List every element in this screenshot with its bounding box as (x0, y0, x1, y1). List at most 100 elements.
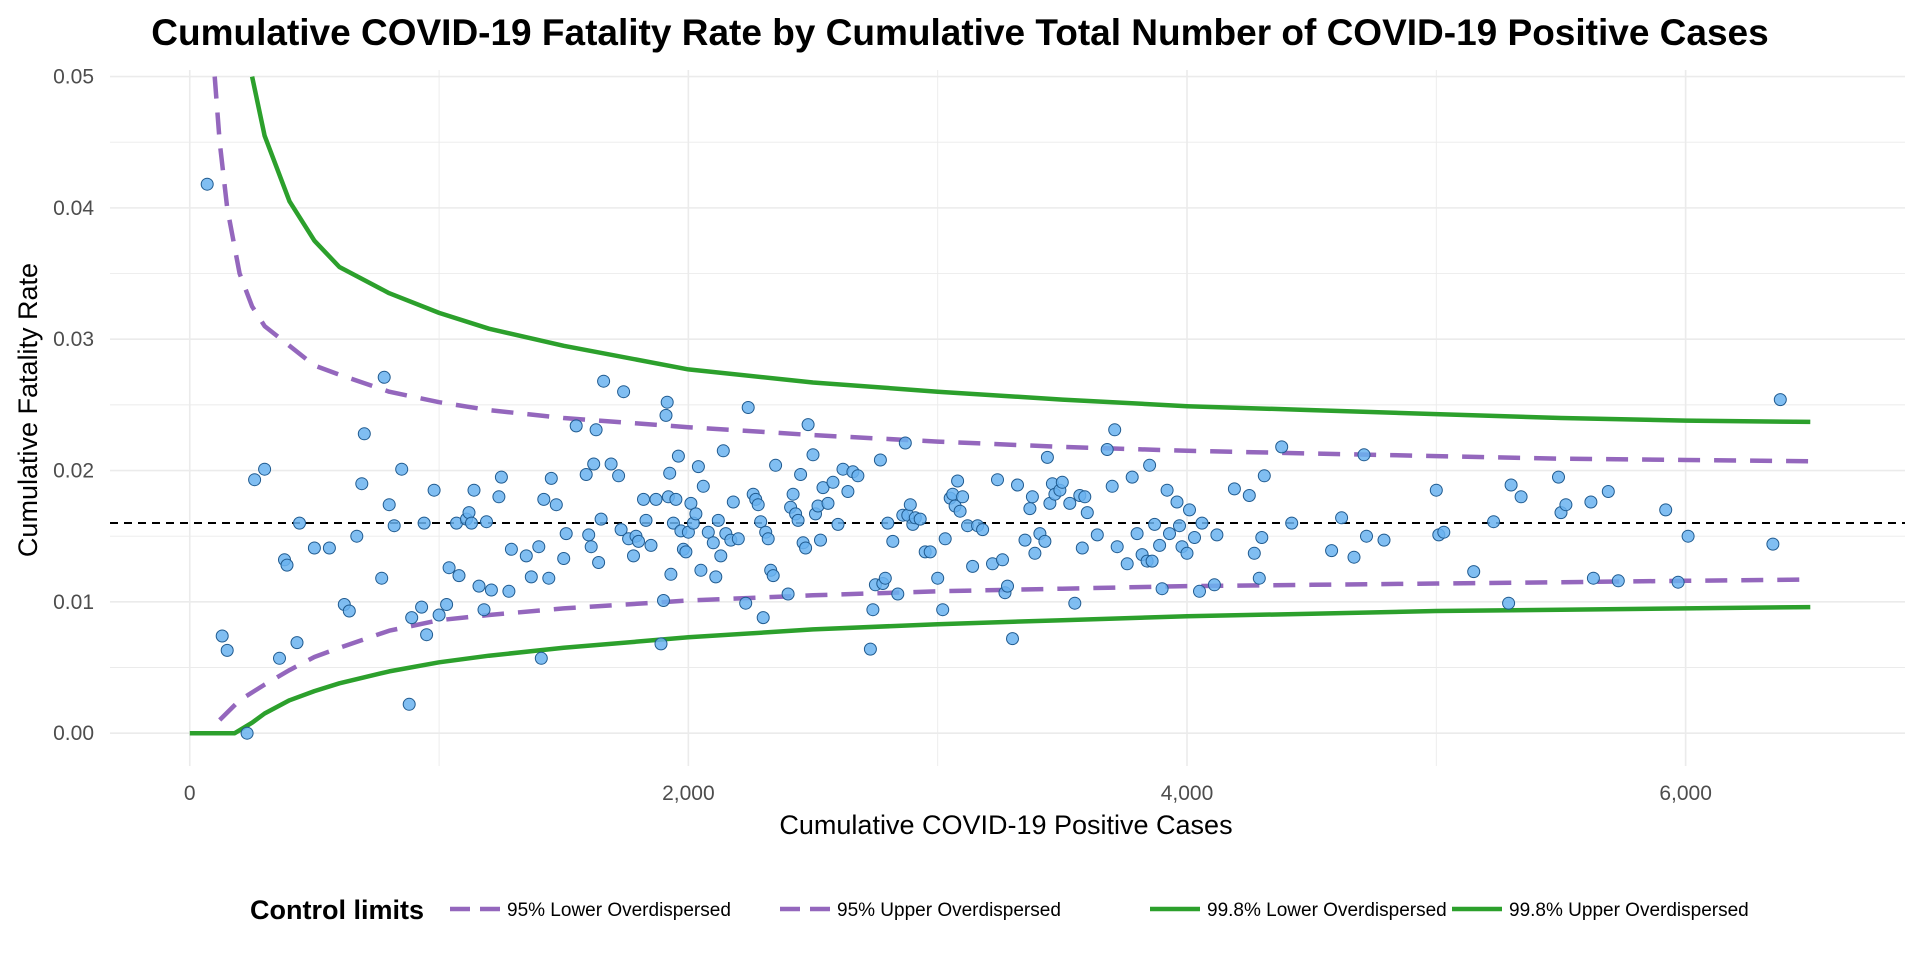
data-point (1063, 496, 1077, 510)
data-point (711, 513, 725, 527)
data-point (1252, 571, 1266, 585)
legend-label: 95% Upper Overdispersed (837, 900, 1061, 921)
data-point (1163, 527, 1176, 541)
legend: Control limits 95% Lower Overdispersed 95… (250, 895, 1749, 925)
data-point (1360, 529, 1373, 543)
data-point (589, 423, 603, 437)
data-point (440, 598, 454, 611)
legend-label: 99.8% Lower Overdispersed (1207, 900, 1447, 921)
data-point (649, 492, 663, 506)
data-point (420, 628, 434, 642)
95-upper-overdispersed-line (212, 76, 1811, 464)
data-point (816, 481, 830, 495)
data-point (492, 490, 506, 504)
data-point (1055, 475, 1069, 489)
data-point (627, 549, 640, 563)
data-point (741, 401, 755, 414)
data-point (544, 471, 558, 485)
data-point (1584, 495, 1598, 509)
data-point (1183, 503, 1196, 517)
data-point (592, 556, 606, 569)
data-point (791, 513, 805, 527)
data-point (931, 571, 945, 585)
data-point (504, 542, 518, 556)
data-point (1075, 541, 1089, 555)
data-point (637, 492, 650, 506)
y-axis-title: Cumulative Fatality Rate (13, 263, 43, 557)
data-point (582, 528, 596, 542)
data-point (689, 507, 703, 521)
legend-entry: 95% Upper Overdispersed (780, 900, 1061, 921)
data-point (534, 651, 548, 665)
data-point (632, 534, 645, 548)
data-point (1766, 537, 1780, 551)
data-point (427, 483, 441, 497)
data-point (654, 637, 668, 651)
data-point (1611, 574, 1625, 588)
data-point (502, 584, 516, 598)
data-point (1257, 469, 1271, 483)
data-point (1347, 550, 1361, 564)
data-point (898, 436, 912, 450)
data-point (1773, 393, 1787, 407)
data-point (1504, 478, 1518, 492)
data-point (1018, 533, 1032, 547)
data-point (801, 418, 815, 432)
data-point (280, 558, 294, 572)
data-point (1148, 517, 1162, 531)
data-point (660, 395, 674, 409)
data-point (494, 470, 508, 484)
data-point (826, 475, 840, 489)
data-point (342, 604, 356, 618)
data-point (614, 523, 628, 537)
data-point (587, 457, 601, 471)
data-point (1173, 519, 1186, 533)
data-point (1153, 538, 1167, 552)
data-point (1025, 490, 1039, 504)
data-point (480, 515, 493, 529)
data-point (1080, 506, 1094, 520)
data-point (761, 532, 775, 546)
data-point (322, 541, 336, 555)
legend-entries: 95% Lower Overdispersed 95% Upper Overdis… (450, 900, 1749, 921)
data-point (806, 448, 820, 462)
data-point (671, 449, 685, 463)
99-8-upper-overdispersed-line (249, 76, 1811, 425)
data-point (1429, 483, 1443, 497)
data-point (293, 516, 306, 530)
x-tick-label: 0 (184, 782, 196, 805)
x-tick-label: 6,000 (1659, 782, 1712, 805)
data-point (1195, 516, 1209, 530)
data-point (350, 529, 364, 543)
data-point (731, 532, 745, 546)
data-point (594, 512, 608, 526)
legend-title: Control limits (250, 895, 424, 925)
data-point (1068, 596, 1082, 610)
data-point (542, 571, 556, 585)
data-point (432, 608, 446, 622)
data-point (1040, 450, 1054, 464)
control-limit-lines (189, 76, 1811, 736)
data-point (644, 538, 658, 552)
data-point (519, 549, 533, 563)
y-tick-label: 0.04 (53, 197, 94, 220)
y-tick-label: 0.03 (53, 328, 94, 351)
95-lower-overdispersed-line (218, 577, 1811, 722)
scatter-points (200, 177, 1787, 740)
data-point (1170, 495, 1184, 509)
data-point (597, 374, 611, 388)
data-point (996, 553, 1009, 567)
data-point (696, 479, 710, 493)
data-point (664, 567, 678, 581)
y-tick-label: 0.05 (53, 66, 94, 89)
data-point (866, 603, 880, 617)
data-point (1210, 528, 1224, 542)
x-tick-labels: 0 2,000 4,000 6,000 (184, 782, 1712, 805)
data-point (691, 460, 705, 474)
data-point (1110, 540, 1124, 554)
data-point (1586, 571, 1600, 585)
data-point (799, 541, 813, 555)
data-point (769, 458, 783, 472)
data-point (559, 527, 573, 541)
